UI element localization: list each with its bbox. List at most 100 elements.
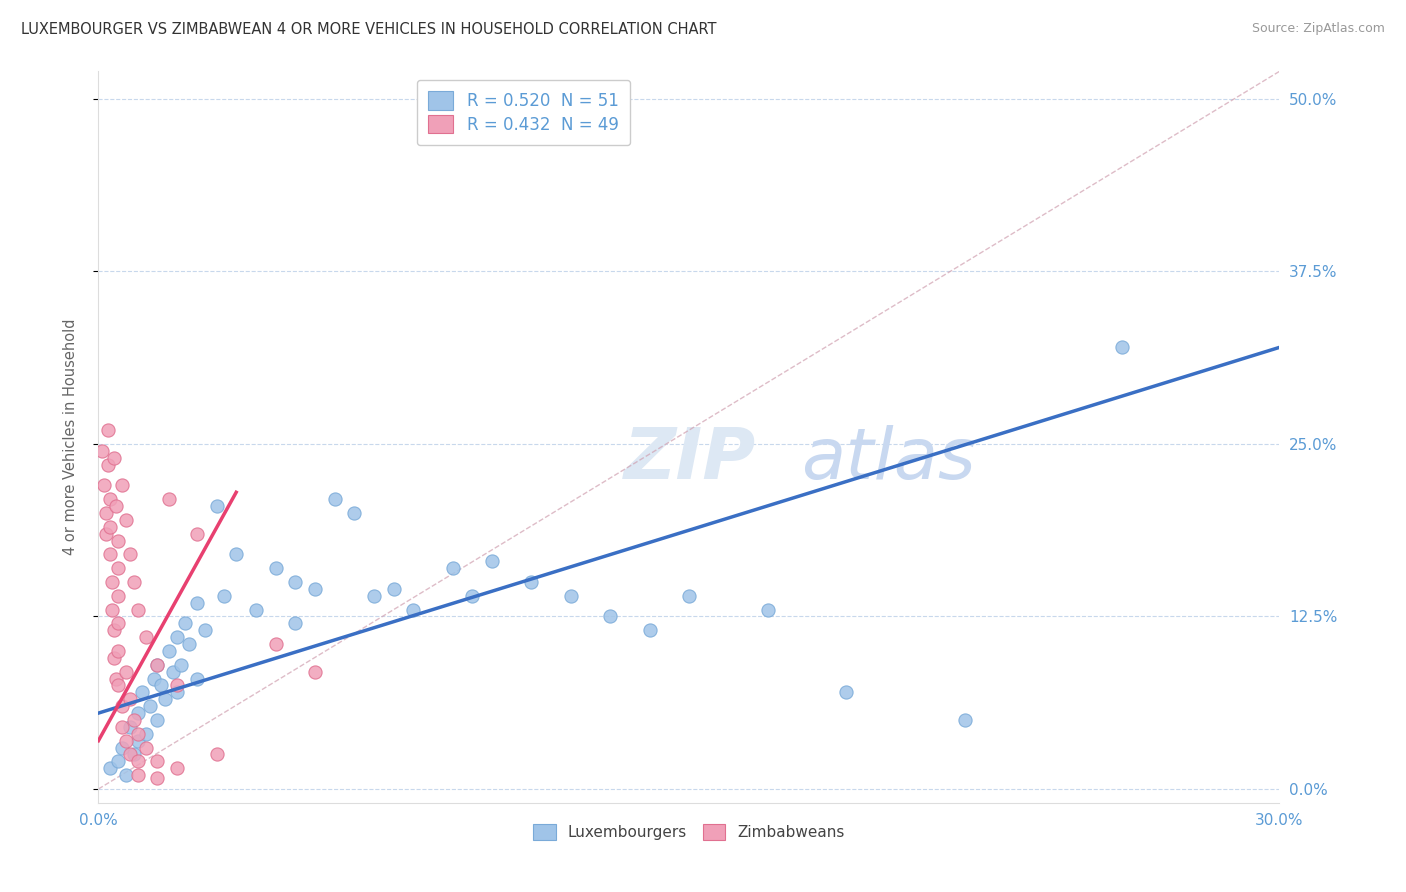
Point xyxy=(166,630,188,644)
Point xyxy=(118,548,141,562)
Point xyxy=(205,499,228,513)
Point xyxy=(107,678,129,692)
Point xyxy=(560,589,582,603)
Point xyxy=(304,665,326,679)
Point xyxy=(105,672,128,686)
Point xyxy=(146,657,169,672)
Point xyxy=(111,478,134,492)
Point xyxy=(166,685,188,699)
Point xyxy=(157,492,180,507)
Point xyxy=(225,548,247,562)
Point xyxy=(115,733,138,747)
Point xyxy=(122,574,145,589)
Point xyxy=(101,574,124,589)
Point xyxy=(142,672,165,686)
Point xyxy=(678,589,700,603)
Point xyxy=(205,747,228,762)
Point xyxy=(127,755,149,769)
Point xyxy=(107,533,129,548)
Y-axis label: 4 or more Vehicles in Household: 4 or more Vehicles in Household xyxy=(63,318,77,556)
Point xyxy=(96,506,118,520)
Point xyxy=(284,616,307,631)
Point xyxy=(118,692,141,706)
Point xyxy=(363,589,385,603)
Point xyxy=(284,574,307,589)
Point xyxy=(135,727,157,741)
Point xyxy=(162,665,184,679)
Point xyxy=(122,747,145,762)
Point xyxy=(91,443,114,458)
Point xyxy=(599,609,621,624)
Point xyxy=(146,657,169,672)
Point xyxy=(245,602,267,616)
Point xyxy=(122,713,145,727)
Point xyxy=(264,637,287,651)
Point xyxy=(520,574,543,589)
Point xyxy=(135,630,157,644)
Point xyxy=(135,740,157,755)
Point xyxy=(115,665,138,679)
Point xyxy=(107,644,129,658)
Point xyxy=(186,672,208,686)
Point xyxy=(170,657,193,672)
Point xyxy=(166,761,188,775)
Point xyxy=(98,520,121,534)
Point xyxy=(115,768,138,782)
Point xyxy=(107,589,129,603)
Point xyxy=(953,713,976,727)
Point xyxy=(441,561,464,575)
Legend: Luxembourgers, Zimbabweans: Luxembourgers, Zimbabweans xyxy=(527,817,851,847)
Point xyxy=(118,747,141,762)
Point xyxy=(93,478,115,492)
Text: Source: ZipAtlas.com: Source: ZipAtlas.com xyxy=(1251,22,1385,36)
Point xyxy=(481,554,503,568)
Point xyxy=(127,602,149,616)
Point xyxy=(264,561,287,575)
Point xyxy=(177,637,200,651)
Point xyxy=(835,685,858,699)
Point xyxy=(343,506,366,520)
Point xyxy=(323,492,346,507)
Point xyxy=(402,602,425,616)
Point xyxy=(304,582,326,596)
Point xyxy=(146,755,169,769)
Point xyxy=(382,582,405,596)
Text: atlas: atlas xyxy=(801,425,976,493)
Point xyxy=(1111,340,1133,354)
Point xyxy=(127,727,149,741)
Point xyxy=(146,771,169,785)
Point xyxy=(155,692,177,706)
Point xyxy=(138,699,160,714)
Point xyxy=(638,624,661,638)
Point xyxy=(98,761,121,775)
Point xyxy=(101,602,124,616)
Point xyxy=(107,561,129,575)
Point xyxy=(111,740,134,755)
Point xyxy=(127,706,149,720)
Text: ZIP: ZIP xyxy=(624,425,756,493)
Point xyxy=(103,651,125,665)
Point xyxy=(461,589,484,603)
Point xyxy=(107,616,129,631)
Point xyxy=(96,526,118,541)
Point xyxy=(98,548,121,562)
Point xyxy=(194,624,217,638)
Point xyxy=(118,720,141,734)
Point xyxy=(97,458,120,472)
Point xyxy=(98,492,121,507)
Point xyxy=(105,499,128,513)
Point xyxy=(157,644,180,658)
Point xyxy=(103,624,125,638)
Point xyxy=(115,513,138,527)
Point xyxy=(186,596,208,610)
Point xyxy=(107,755,129,769)
Point xyxy=(146,713,169,727)
Point xyxy=(150,678,173,692)
Point xyxy=(756,602,779,616)
Point xyxy=(166,678,188,692)
Point xyxy=(127,733,149,747)
Point xyxy=(214,589,236,603)
Point xyxy=(186,526,208,541)
Point xyxy=(127,768,149,782)
Text: LUXEMBOURGER VS ZIMBABWEAN 4 OR MORE VEHICLES IN HOUSEHOLD CORRELATION CHART: LUXEMBOURGER VS ZIMBABWEAN 4 OR MORE VEH… xyxy=(21,22,717,37)
